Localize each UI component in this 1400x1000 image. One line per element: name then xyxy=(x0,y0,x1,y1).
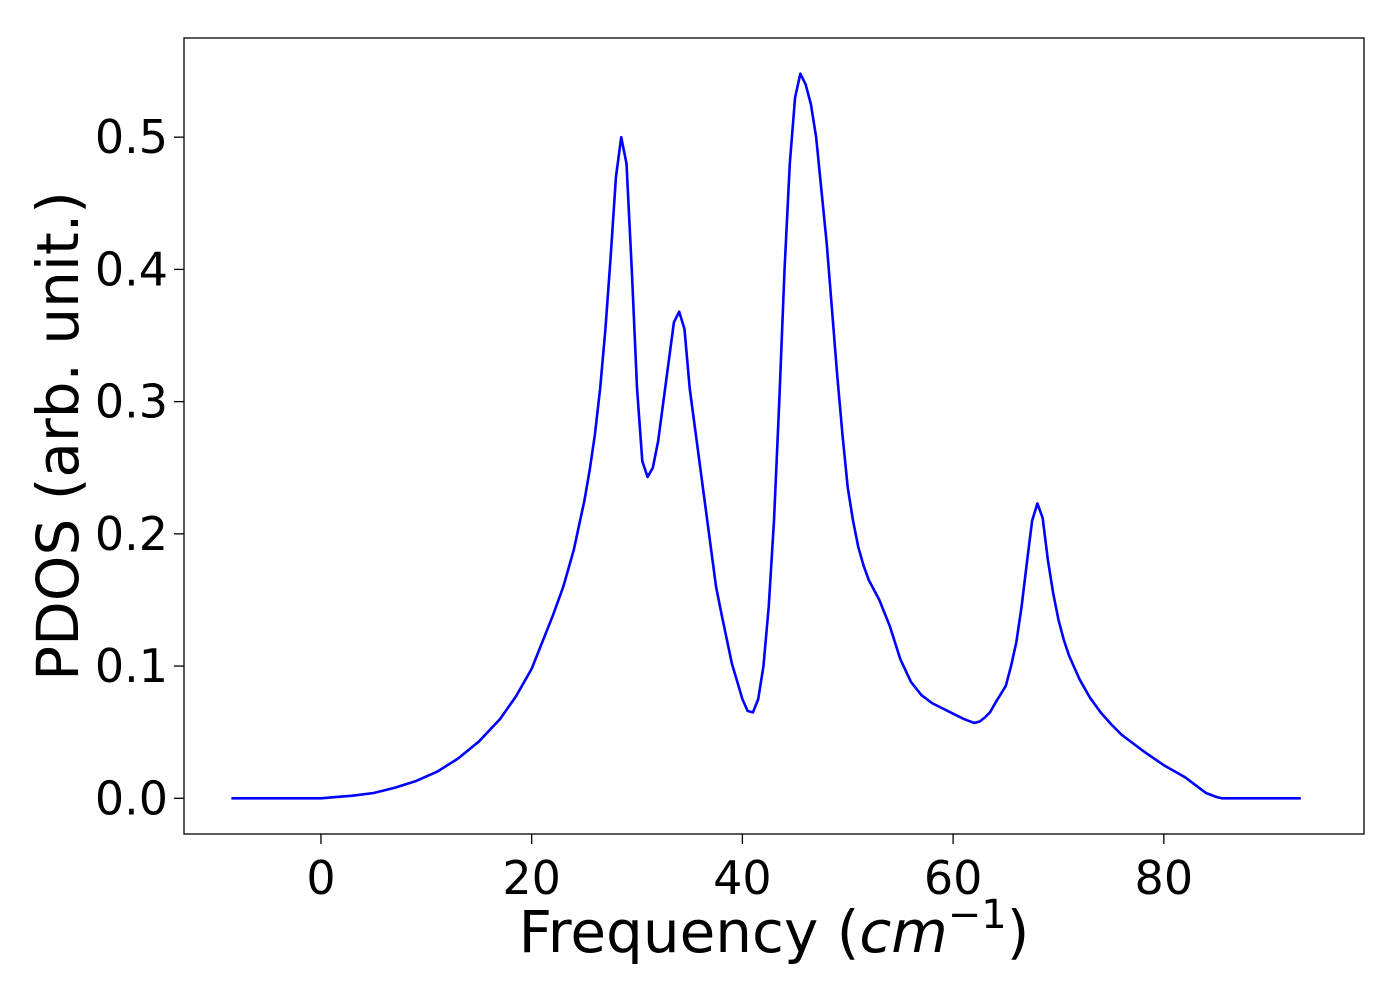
series-line-pdos xyxy=(231,72,1301,800)
y-tick-label: 0.3 xyxy=(95,375,168,429)
y-tick-label: 0.2 xyxy=(95,507,168,561)
x-tick-label: 20 xyxy=(502,851,561,905)
x-tick-label: 80 xyxy=(1135,851,1194,905)
x-axis-ticks: 0 20 40 60 80 xyxy=(306,834,1193,905)
y-axis-ticks: 0.0 0.1 0.2 0.3 0.4 0.5 xyxy=(95,110,184,825)
y-tick-label: 0.4 xyxy=(95,242,168,296)
plot-frame xyxy=(183,37,1365,835)
y-tick-label: 0.0 xyxy=(95,771,168,825)
y-tick-label: 0.5 xyxy=(95,110,168,164)
x-tick-label: 60 xyxy=(924,851,983,905)
x-axis-label: Frequency (cm−1) xyxy=(519,892,1030,966)
x-axis-label-unit: cm xyxy=(859,898,947,966)
x-axis-label-close: ) xyxy=(1007,898,1030,966)
x-axis-label-text: Frequency ( xyxy=(519,898,860,966)
x-tick-label: 0 xyxy=(306,851,335,905)
x-tick-label: 40 xyxy=(713,851,772,905)
x-axis-label-exponent: −1 xyxy=(948,892,1007,938)
y-axis-label: PDOS (arb. unit.) xyxy=(24,191,92,681)
y-tick-label: 0.1 xyxy=(95,639,168,693)
